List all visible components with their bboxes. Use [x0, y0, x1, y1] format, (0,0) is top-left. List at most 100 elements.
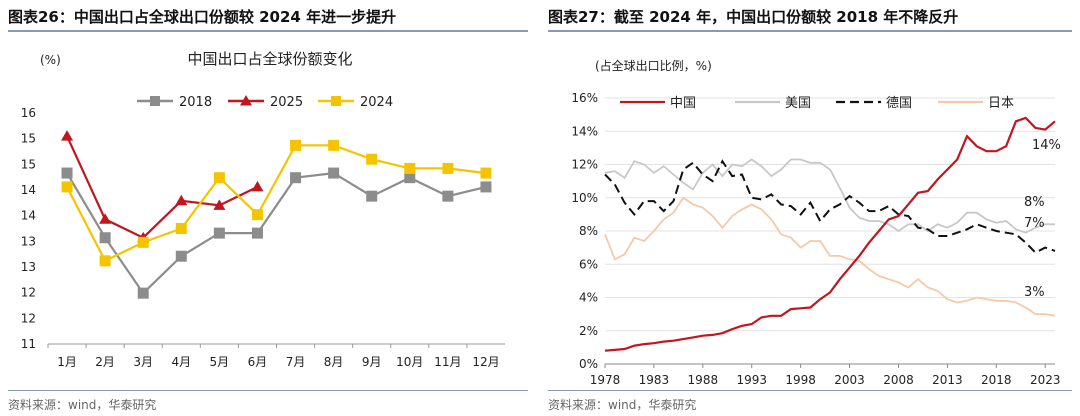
- right-figure-title: 图表27：截至 2024 年，中国出口份额较 2018 年不降反升: [548, 8, 959, 26]
- x-tick-label: 1983: [639, 373, 670, 387]
- x-tick-label: 6月: [248, 355, 268, 369]
- left-chart: (%) 中国出口占全球份额变化 11 12 12 13 13 14 14 15 15 16 1月 2月 3月…: [21, 50, 505, 369]
- y-tick-label: 12%: [571, 158, 598, 172]
- data-point: [137, 236, 149, 248]
- y-axis-unit: (占全球出口比例，%): [595, 58, 712, 73]
- legend-label-美国: 美国: [785, 96, 811, 111]
- series-line-2018: [66, 171, 487, 295]
- y-tick-label: 16: [21, 106, 36, 120]
- data-point: [61, 181, 73, 193]
- data-point: [251, 180, 264, 192]
- x-tick-label: 2月: [95, 355, 115, 369]
- legend-marker: [150, 96, 160, 106]
- data-point: [175, 250, 187, 262]
- x-tick-label: 5月: [210, 355, 230, 369]
- legend-marker: [240, 95, 252, 106]
- x-tick-label: 2013: [932, 373, 963, 387]
- y-tick-label: 10%: [571, 191, 598, 205]
- x-tick-label: 1998: [785, 373, 816, 387]
- series-line-美国: [604, 158, 1055, 234]
- data-point: [442, 162, 454, 174]
- end-annotation: 3%: [1024, 285, 1045, 300]
- x-tick-label: 2023: [1030, 373, 1061, 387]
- data-point: [213, 199, 226, 210]
- x-tick-label: 1988: [688, 373, 719, 387]
- data-point: [404, 162, 416, 174]
- y-tick-label: 14%: [571, 124, 598, 138]
- x-tick-label: 2018: [981, 373, 1012, 387]
- data-point: [61, 130, 74, 141]
- right-title-rule: [548, 30, 1072, 32]
- legend-label-2025: 2025: [270, 95, 303, 110]
- left-bottom-rule: [8, 390, 528, 391]
- series-line-日本: [604, 196, 1056, 317]
- data-point: [99, 232, 111, 244]
- right-panel: 图表27：截至 2024 年，中国出口份额较 2018 年不降反升 (占全球出口…: [540, 0, 1080, 416]
- data-point: [251, 209, 263, 221]
- y-tick-label: 13: [21, 234, 36, 248]
- series-line-2025: [65, 135, 258, 240]
- x-tick-label: 8月: [324, 355, 344, 369]
- data-point: [290, 139, 302, 151]
- x-tick-label: 2008: [883, 373, 914, 387]
- x-tick-label: 2003: [834, 373, 865, 387]
- data-point: [328, 139, 340, 151]
- x-tick-label: 3月: [133, 355, 153, 369]
- y-tick-label: 12: [21, 311, 36, 325]
- legend-label-2024: 2024: [360, 95, 393, 110]
- data-point: [99, 255, 111, 267]
- x-tick-label: 10月: [396, 355, 423, 369]
- data-point: [61, 167, 73, 179]
- left-figure-title: 图表26：中国出口占全球出口份额较 2024 年进一步提升: [8, 8, 397, 26]
- data-point: [213, 227, 225, 239]
- x-tick-label: 9月: [362, 355, 382, 369]
- data-point: [442, 190, 454, 202]
- end-annotation: 8%: [1024, 195, 1045, 210]
- data-point: [137, 287, 149, 299]
- data-point: [366, 153, 378, 165]
- y-tick-label: 14: [21, 183, 36, 197]
- data-point: [480, 181, 492, 193]
- data-point: [366, 190, 378, 202]
- y-tick-label: 11: [21, 337, 36, 351]
- data-point: [251, 227, 263, 239]
- right-source: 资料来源：wind，华泰研究: [548, 398, 697, 412]
- data-point: [290, 172, 302, 184]
- data-point: [175, 194, 188, 206]
- y-tick-label: 2%: [579, 324, 598, 338]
- end-annotation: 14%: [1032, 138, 1061, 153]
- y-tick-label: 0%: [579, 357, 598, 371]
- series-line-德国: [604, 159, 1056, 254]
- y-tick-label: 4%: [579, 291, 598, 305]
- data-point: [175, 223, 187, 234]
- y-tick-label: 12: [21, 286, 36, 300]
- data-point: [404, 172, 416, 184]
- left-panel: 图表26：中国出口占全球出口份额较 2024 年进一步提升 (%) 中国出口占全球…: [8, 8, 528, 412]
- series-line-中国: [604, 116, 1056, 352]
- x-tick-label: 1月: [57, 355, 77, 369]
- x-tick-label: 1978: [590, 373, 621, 387]
- x-tick-label: 4月: [171, 355, 191, 369]
- left-source: 资料来源：wind，华泰研究: [8, 398, 157, 412]
- chart-title: 中国出口占全球份额变化: [187, 50, 352, 68]
- y-tick-label: 13: [21, 260, 36, 274]
- left-title-rule: [8, 30, 528, 32]
- y-tick-label: 15: [21, 132, 36, 146]
- y-tick-label: 16%: [571, 91, 598, 105]
- x-tick-label: 11月: [434, 355, 461, 369]
- legend-marker: [331, 96, 341, 106]
- series-line-2024: [66, 144, 487, 263]
- y-tick-label: 6%: [579, 257, 598, 271]
- data-point: [480, 167, 492, 179]
- right-chart: (占全球出口比例，%) 0% 2% 4% 6% 8% 10% 12% 14% 16% 1978 198…: [571, 58, 1061, 387]
- y-tick-label: 14: [21, 209, 36, 223]
- end-annotation: 7%: [1024, 216, 1045, 231]
- y-axis-unit: (%): [40, 53, 61, 67]
- legend-label-德国: 德国: [886, 96, 912, 111]
- x-tick-label: 7月: [286, 355, 306, 369]
- y-tick-label: 8%: [579, 224, 598, 238]
- y-tick-label: 15: [21, 157, 36, 171]
- legend-label-中国: 中国: [670, 96, 696, 111]
- data-point: [99, 213, 112, 224]
- right-bottom-rule: [548, 390, 1072, 391]
